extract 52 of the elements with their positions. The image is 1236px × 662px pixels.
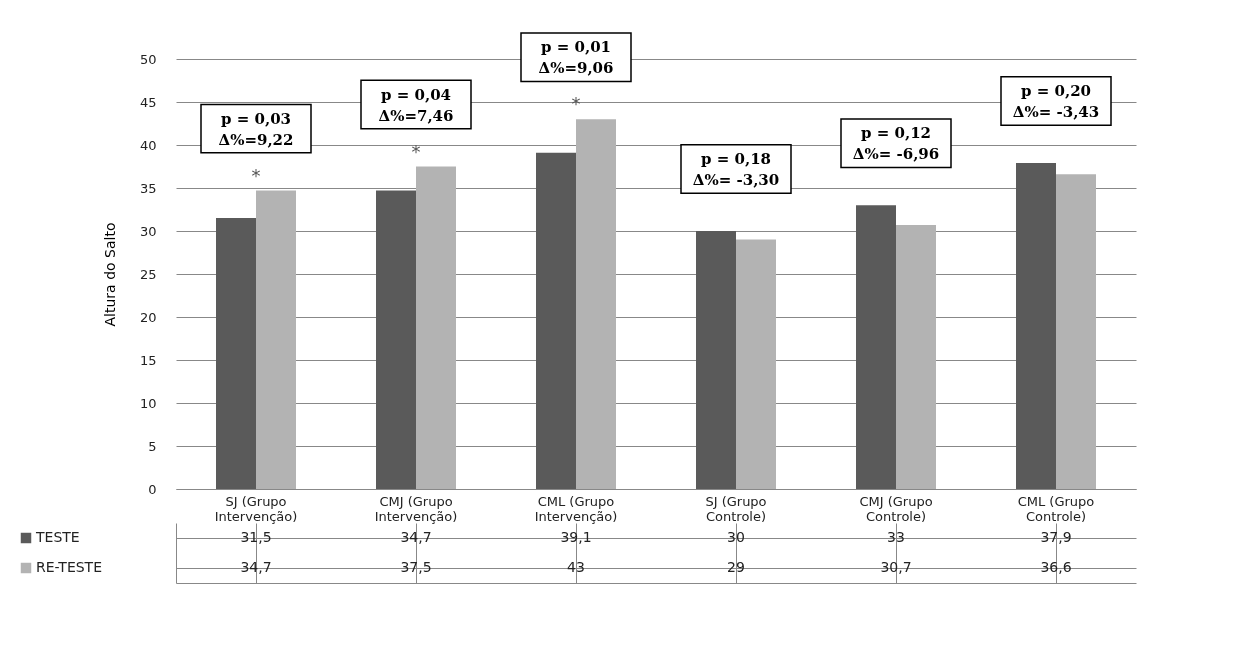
data-label: 30,7 xyxy=(880,559,912,575)
bar xyxy=(416,166,456,489)
y-tick-label: 20 xyxy=(139,309,157,325)
bar xyxy=(856,205,896,489)
annotation: p = 0,12 Δ%= -6,96 xyxy=(852,124,940,164)
bar xyxy=(896,224,936,489)
y-tick-label: 45 xyxy=(139,94,157,110)
annotation: p = 0,20 Δ%= -3,43 xyxy=(1012,82,1100,122)
data-label: 33 xyxy=(887,529,905,545)
bar xyxy=(576,119,616,489)
data-label: 30 xyxy=(727,529,745,545)
bar xyxy=(536,152,576,489)
y-tick-label: 0 xyxy=(148,481,157,497)
bar xyxy=(1056,174,1096,489)
y-tick-label: 15 xyxy=(139,352,157,368)
annotation: * xyxy=(251,164,261,186)
bar xyxy=(696,231,736,489)
data-label: 37,5 xyxy=(400,559,432,575)
bar xyxy=(376,190,416,489)
x-tick-label: CMJ (Grupo Intervenção) xyxy=(374,493,458,524)
y-tick-label: 40 xyxy=(139,137,157,153)
y-tick-label: 30 xyxy=(139,223,157,239)
y-axis-title: Altura do Salto xyxy=(101,222,118,327)
legend-label: RE-TESTE xyxy=(36,559,103,575)
data-label: 37,9 xyxy=(1040,529,1072,545)
y-tick-label: 35 xyxy=(139,180,157,196)
y-tick-label: 25 xyxy=(139,266,157,282)
annotation: * xyxy=(411,140,421,162)
bar xyxy=(1016,163,1056,489)
x-tick-label: CML (Grupo Intervenção) xyxy=(534,493,618,524)
annotation: p = 0,18 Δ%= -3,30 xyxy=(692,150,780,189)
data-label: 39,1 xyxy=(560,529,592,545)
x-tick-label: SJ (Grupo Intervenção) xyxy=(214,493,298,524)
x-tick-label: CMJ (Grupo Controle) xyxy=(859,493,933,524)
data-label: 31,5 xyxy=(240,529,272,545)
data-label: 34,7 xyxy=(240,559,272,575)
y-tick-label: 5 xyxy=(148,438,157,454)
y-tick-label: 50 xyxy=(139,51,157,67)
bar xyxy=(216,218,256,489)
annotation: p = 0,01 Δ%=9,06 xyxy=(538,38,614,78)
bar xyxy=(736,239,776,489)
annotation: p = 0,04 Δ%=7,46 xyxy=(378,85,454,125)
y-tick-label: 10 xyxy=(139,395,157,411)
annotation: p = 0,03 Δ%=9,22 xyxy=(218,109,294,149)
data-label: 36,6 xyxy=(1040,559,1072,575)
bar xyxy=(256,190,296,489)
data-label: 34,7 xyxy=(400,529,432,545)
x-tick-label: SJ (Grupo Controle) xyxy=(705,493,767,524)
legend-label: TESTE xyxy=(35,529,80,545)
data-label: 43 xyxy=(567,559,585,575)
data-label: 29 xyxy=(727,559,745,575)
x-tick-label: CML (Grupo Controle) xyxy=(1017,493,1095,524)
